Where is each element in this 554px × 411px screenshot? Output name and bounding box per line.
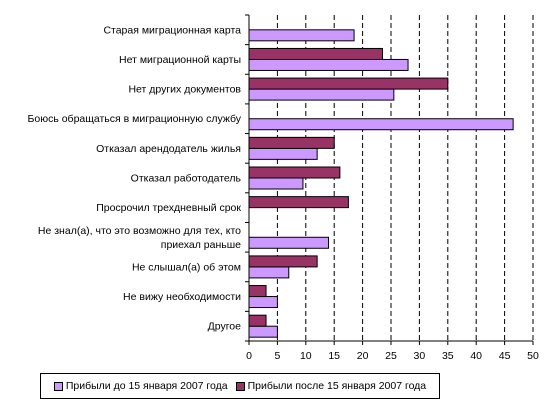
category-label-8-line1: Не знал(а), что это возможно для тех, кт…: [38, 225, 241, 237]
x-tick-label-45: 45: [499, 350, 511, 362]
legend-label-series-2: Прибыли после 15 января 2007 года: [247, 380, 427, 392]
legend-label-series-1: Прибыли до 15 января 2007 года: [65, 380, 228, 392]
category-label-1: Старая миграционная карта: [103, 24, 241, 36]
legend-swatch-series-1: [53, 381, 63, 391]
bar-series2-cat3: [248, 77, 449, 90]
category-label-5: Отказал арендодатель жилья: [96, 143, 241, 155]
x-tick-label-15: 15: [328, 350, 340, 362]
bar-series2-cat2: [248, 47, 383, 60]
x-tick-label-35: 35: [442, 350, 454, 362]
bar-series2-cat9: [248, 255, 318, 268]
axes: [245, 14, 534, 345]
x-tick-label-10: 10: [300, 350, 312, 362]
legend-item-series-2: Прибыли после 15 января 2007 года: [235, 380, 427, 392]
x-tick-label-20: 20: [357, 350, 369, 362]
x-tick-label-25: 25: [385, 350, 397, 362]
bar-series1-cat6: [248, 177, 304, 190]
bar-series1-cat5: [248, 147, 318, 160]
legend-swatch-series-2: [235, 381, 245, 391]
category-label-7: Просрочил трехдневный срок: [96, 202, 241, 214]
x-tick-label-0: 0: [246, 350, 252, 362]
bar-series1-cat9: [248, 266, 290, 279]
category-label-2: Нет миграционной карты: [119, 54, 241, 66]
x-tick-label-5: 5: [274, 350, 280, 362]
bar-series1-cat1: [248, 29, 355, 42]
category-label-9: Не слышал(а) об этом: [132, 261, 241, 273]
legend-item-series-1: Прибыли до 15 января 2007 года: [53, 380, 228, 392]
x-tick-labels: 0 5 10 15 20 25 30 35 40 45 50: [246, 350, 539, 362]
category-label-6: Отказал работодатель: [131, 173, 242, 185]
bar-series2-cat6: [248, 166, 341, 179]
category-label-10: Не вижу необходимости: [123, 291, 241, 303]
bar-series1-cat8: [248, 236, 330, 249]
bar-series1-cat2: [248, 58, 409, 71]
category-label-8-line2: приехал раньше: [161, 239, 241, 251]
bar-series1-cat3: [248, 88, 395, 101]
x-tick-label-50: 50: [527, 350, 539, 362]
bar-series2-cat7: [248, 196, 349, 209]
bar-series2-cat11: [248, 314, 267, 327]
category-labels: Старая миграционная карта Нет миграционно…: [27, 24, 241, 332]
x-tick-label-40: 40: [470, 350, 482, 362]
bar-series2-cat5: [248, 136, 335, 149]
category-label-4: Боюсь обращаться в миграционную службу: [27, 113, 241, 125]
bar-series1-cat11: [248, 325, 278, 338]
bars: [248, 29, 514, 338]
category-label-11: Другое: [208, 321, 242, 333]
bar-series2-cat10: [248, 285, 267, 298]
bar-series1-cat4: [248, 118, 514, 131]
x-tick-label-30: 30: [414, 350, 426, 362]
legend: Прибыли до 15 января 2007 года Прибыли п…: [40, 373, 440, 399]
bar-series1-cat10: [248, 296, 278, 309]
category-label-3: Нет других документов: [128, 84, 241, 96]
